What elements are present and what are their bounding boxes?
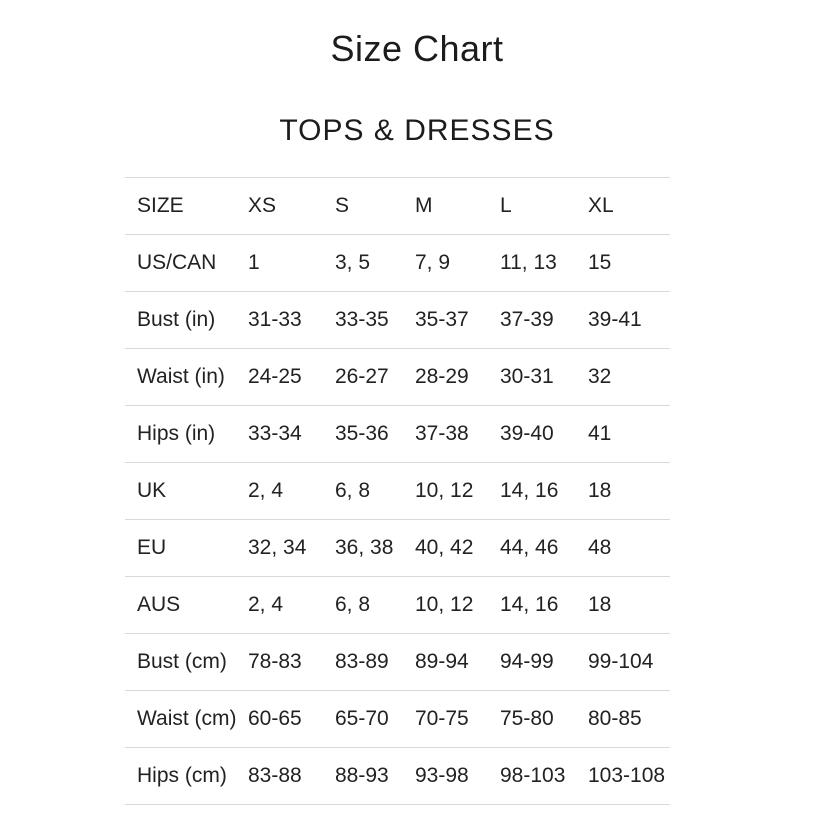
cell-bust-cm-m: 89-94 <box>415 650 469 673</box>
cell-waist-in-m: 28-29 <box>415 365 469 388</box>
cell-hips-in-xl: 41 <box>588 422 612 445</box>
cell-waist-cm-s: 65-70 <box>335 707 389 730</box>
cell-waist-in-xs: 24-25 <box>248 365 302 388</box>
cell-bust-in-l: 37-39 <box>500 308 554 331</box>
cell-aus-m: 10, 12 <box>415 593 474 616</box>
cell-us-can-l: 11, 13 <box>500 251 557 274</box>
cell-hips-cm-xl: 103-108 <box>588 764 666 787</box>
cell-us-can-m: 7, 9 <box>415 251 451 274</box>
cell-hips-cm-xs: 83-88 <box>248 764 302 787</box>
table-row-us-can: US/CAN 1 3, 5 7, 9 11, 13 15 <box>125 234 670 292</box>
cell-hips-in-xs: 33-34 <box>248 422 302 445</box>
cell-hips-in-l: 39-40 <box>500 422 554 445</box>
cell-hips-cm-s: 88-93 <box>335 764 389 787</box>
cell-bust-cm-xl: 99-104 <box>588 650 654 673</box>
size-table: SIZE XS S M L XL US/CAN 1 3, 5 7, 9 11, 13 15 Bust … <box>125 177 670 805</box>
row-label: Hips (in) <box>137 422 216 445</box>
cell-us-can-xs: 1 <box>248 251 260 274</box>
cell-waist-cm-xl: 80-85 <box>588 707 642 730</box>
cell-waist-in-s: 26-27 <box>335 365 389 388</box>
cell-waist-cm-l: 75-80 <box>500 707 554 730</box>
size-table-body: US/CAN 1 3, 5 7, 9 11, 13 15 Bust (in) 31-33 33-… <box>125 234 670 805</box>
cell-eu-l: 44, 46 <box>500 536 559 559</box>
table-row-aus: AUS 2, 4 6, 8 10, 12 14, 16 18 <box>125 576 670 634</box>
table-row-bust-in: Bust (in) 31-33 33-35 35-37 37-39 39-41 <box>125 291 670 349</box>
cell-hips-cm-l: 98-103 <box>500 764 566 787</box>
page-title: Size Chart <box>330 28 504 69</box>
column-header-s: S <box>335 194 350 217</box>
table-row-waist-cm: Waist (cm) 60-65 65-70 70-75 75-80 80-85 <box>125 690 670 748</box>
cell-aus-s: 6, 8 <box>335 593 371 616</box>
cell-waist-cm-xs: 60-65 <box>248 707 302 730</box>
header-row: SIZE XS S M L XL <box>125 177 670 235</box>
cell-aus-xl: 18 <box>588 593 612 616</box>
table-row-uk: UK 2, 4 6, 8 10, 12 14, 16 18 <box>125 462 670 520</box>
cell-uk-xs: 2, 4 <box>248 479 284 502</box>
cell-eu-s: 36, 38 <box>335 536 394 559</box>
table-row-hips-in: Hips (in) 33-34 35-36 37-38 39-40 41 <box>125 405 670 463</box>
column-header-xl: XL <box>588 194 614 217</box>
row-label: Hips (cm) <box>137 764 227 787</box>
table-row-eu: EU 32, 34 36, 38 40, 42 44, 46 48 <box>125 519 670 577</box>
column-header-l: L <box>500 194 512 217</box>
cell-hips-cm-m: 93-98 <box>415 764 469 787</box>
row-label: EU <box>137 536 167 559</box>
cell-bust-cm-s: 83-89 <box>335 650 389 673</box>
row-label: US/CAN <box>137 251 217 274</box>
cell-aus-xs: 2, 4 <box>248 593 284 616</box>
table-row-bust-cm: Bust (cm) 78-83 83-89 89-94 94-99 99-104 <box>125 633 670 691</box>
cell-bust-in-m: 35-37 <box>415 308 469 331</box>
cell-us-can-s: 3, 5 <box>335 251 371 274</box>
cell-eu-xs: 32, 34 <box>248 536 307 559</box>
cell-bust-cm-l: 94-99 <box>500 650 554 673</box>
table-row-hips-cm: Hips (cm) 83-88 88-93 93-98 98-103 103-108 <box>125 747 670 805</box>
cell-bust-in-xs: 31-33 <box>248 308 302 331</box>
cell-aus-l: 14, 16 <box>500 593 559 616</box>
row-label: AUS <box>137 593 181 616</box>
cell-bust-in-s: 33-35 <box>335 308 389 331</box>
section-title-tops-dresses: TOPS & DRESSES <box>279 114 555 147</box>
cell-uk-m: 10, 12 <box>415 479 474 502</box>
column-header-xs: XS <box>248 194 277 217</box>
cell-waist-in-xl: 32 <box>588 365 612 388</box>
column-header-size: SIZE <box>137 194 184 217</box>
cell-eu-m: 40, 42 <box>415 536 474 559</box>
cell-hips-in-m: 37-38 <box>415 422 469 445</box>
cell-eu-xl: 48 <box>588 536 612 559</box>
row-label: Waist (in) <box>137 365 225 388</box>
row-label: Bust (in) <box>137 308 216 331</box>
cell-us-can-xl: 15 <box>588 251 612 274</box>
cell-uk-l: 14, 16 <box>500 479 559 502</box>
cell-waist-cm-m: 70-75 <box>415 707 469 730</box>
table-row-waist-in: Waist (in) 24-25 26-27 28-29 30-31 32 <box>125 348 670 406</box>
row-label: Bust (cm) <box>137 650 227 673</box>
cell-uk-xl: 18 <box>588 479 612 502</box>
row-label: UK <box>137 479 167 502</box>
row-label: Waist (cm) <box>137 707 237 730</box>
cell-waist-in-l: 30-31 <box>500 365 554 388</box>
column-header-m: M <box>415 194 433 217</box>
cell-uk-s: 6, 8 <box>335 479 371 502</box>
cell-bust-cm-xs: 78-83 <box>248 650 302 673</box>
cell-bust-in-xl: 39-41 <box>588 308 642 331</box>
cell-hips-in-s: 35-36 <box>335 422 389 445</box>
